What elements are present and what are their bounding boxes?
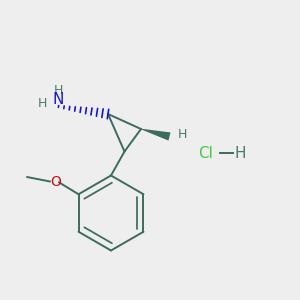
Polygon shape bbox=[141, 129, 171, 141]
Text: Cl: Cl bbox=[198, 146, 213, 160]
Text: N: N bbox=[53, 92, 64, 107]
Text: H: H bbox=[234, 146, 245, 160]
Text: O: O bbox=[50, 175, 61, 188]
Text: H: H bbox=[178, 128, 187, 142]
Text: H: H bbox=[54, 84, 63, 98]
Text: H: H bbox=[37, 97, 47, 110]
